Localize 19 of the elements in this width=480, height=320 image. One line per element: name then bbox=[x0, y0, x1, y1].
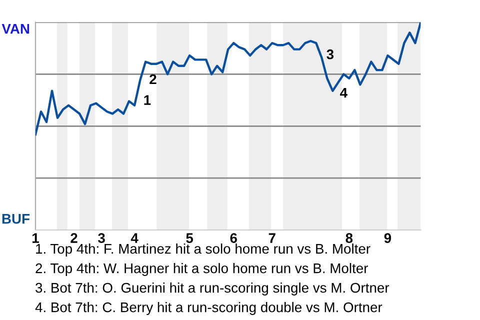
x-tick-label: 5 bbox=[186, 233, 194, 243]
x-tick-label: 2 bbox=[70, 233, 78, 243]
x-tick-label: 7 bbox=[268, 233, 276, 243]
x-tick-label: 6 bbox=[230, 233, 237, 243]
annotation: 2 bbox=[150, 74, 156, 84]
x-tick-label: 8 bbox=[346, 233, 353, 243]
text: VAN bbox=[2, 24, 30, 34]
text: 4. Bot 7th: C. Berry hit a run-scoring double vs M. Ortner bbox=[35, 302, 382, 315]
x-tick-label: 1 bbox=[32, 233, 39, 243]
x-tick-label: 3 bbox=[98, 233, 105, 243]
text: 1. Top 4th: F. Martinez hit a solo home run vs B. Molter bbox=[36, 244, 370, 256]
annotation: 3 bbox=[326, 49, 334, 60]
x-tick-label: 9 bbox=[384, 233, 392, 243]
text: 2. Top 4th: W. Hagner hit a solo home run vs B. Molter bbox=[36, 263, 368, 276]
text: BUF bbox=[2, 214, 30, 224]
x-tick-label: 4 bbox=[130, 233, 138, 243]
text: 3. Bot 7th: O. Guerini hit a run-scoring single vs M. Ortner bbox=[36, 282, 390, 296]
annotation: 1 bbox=[144, 95, 151, 105]
annotation: 4 bbox=[340, 88, 348, 98]
